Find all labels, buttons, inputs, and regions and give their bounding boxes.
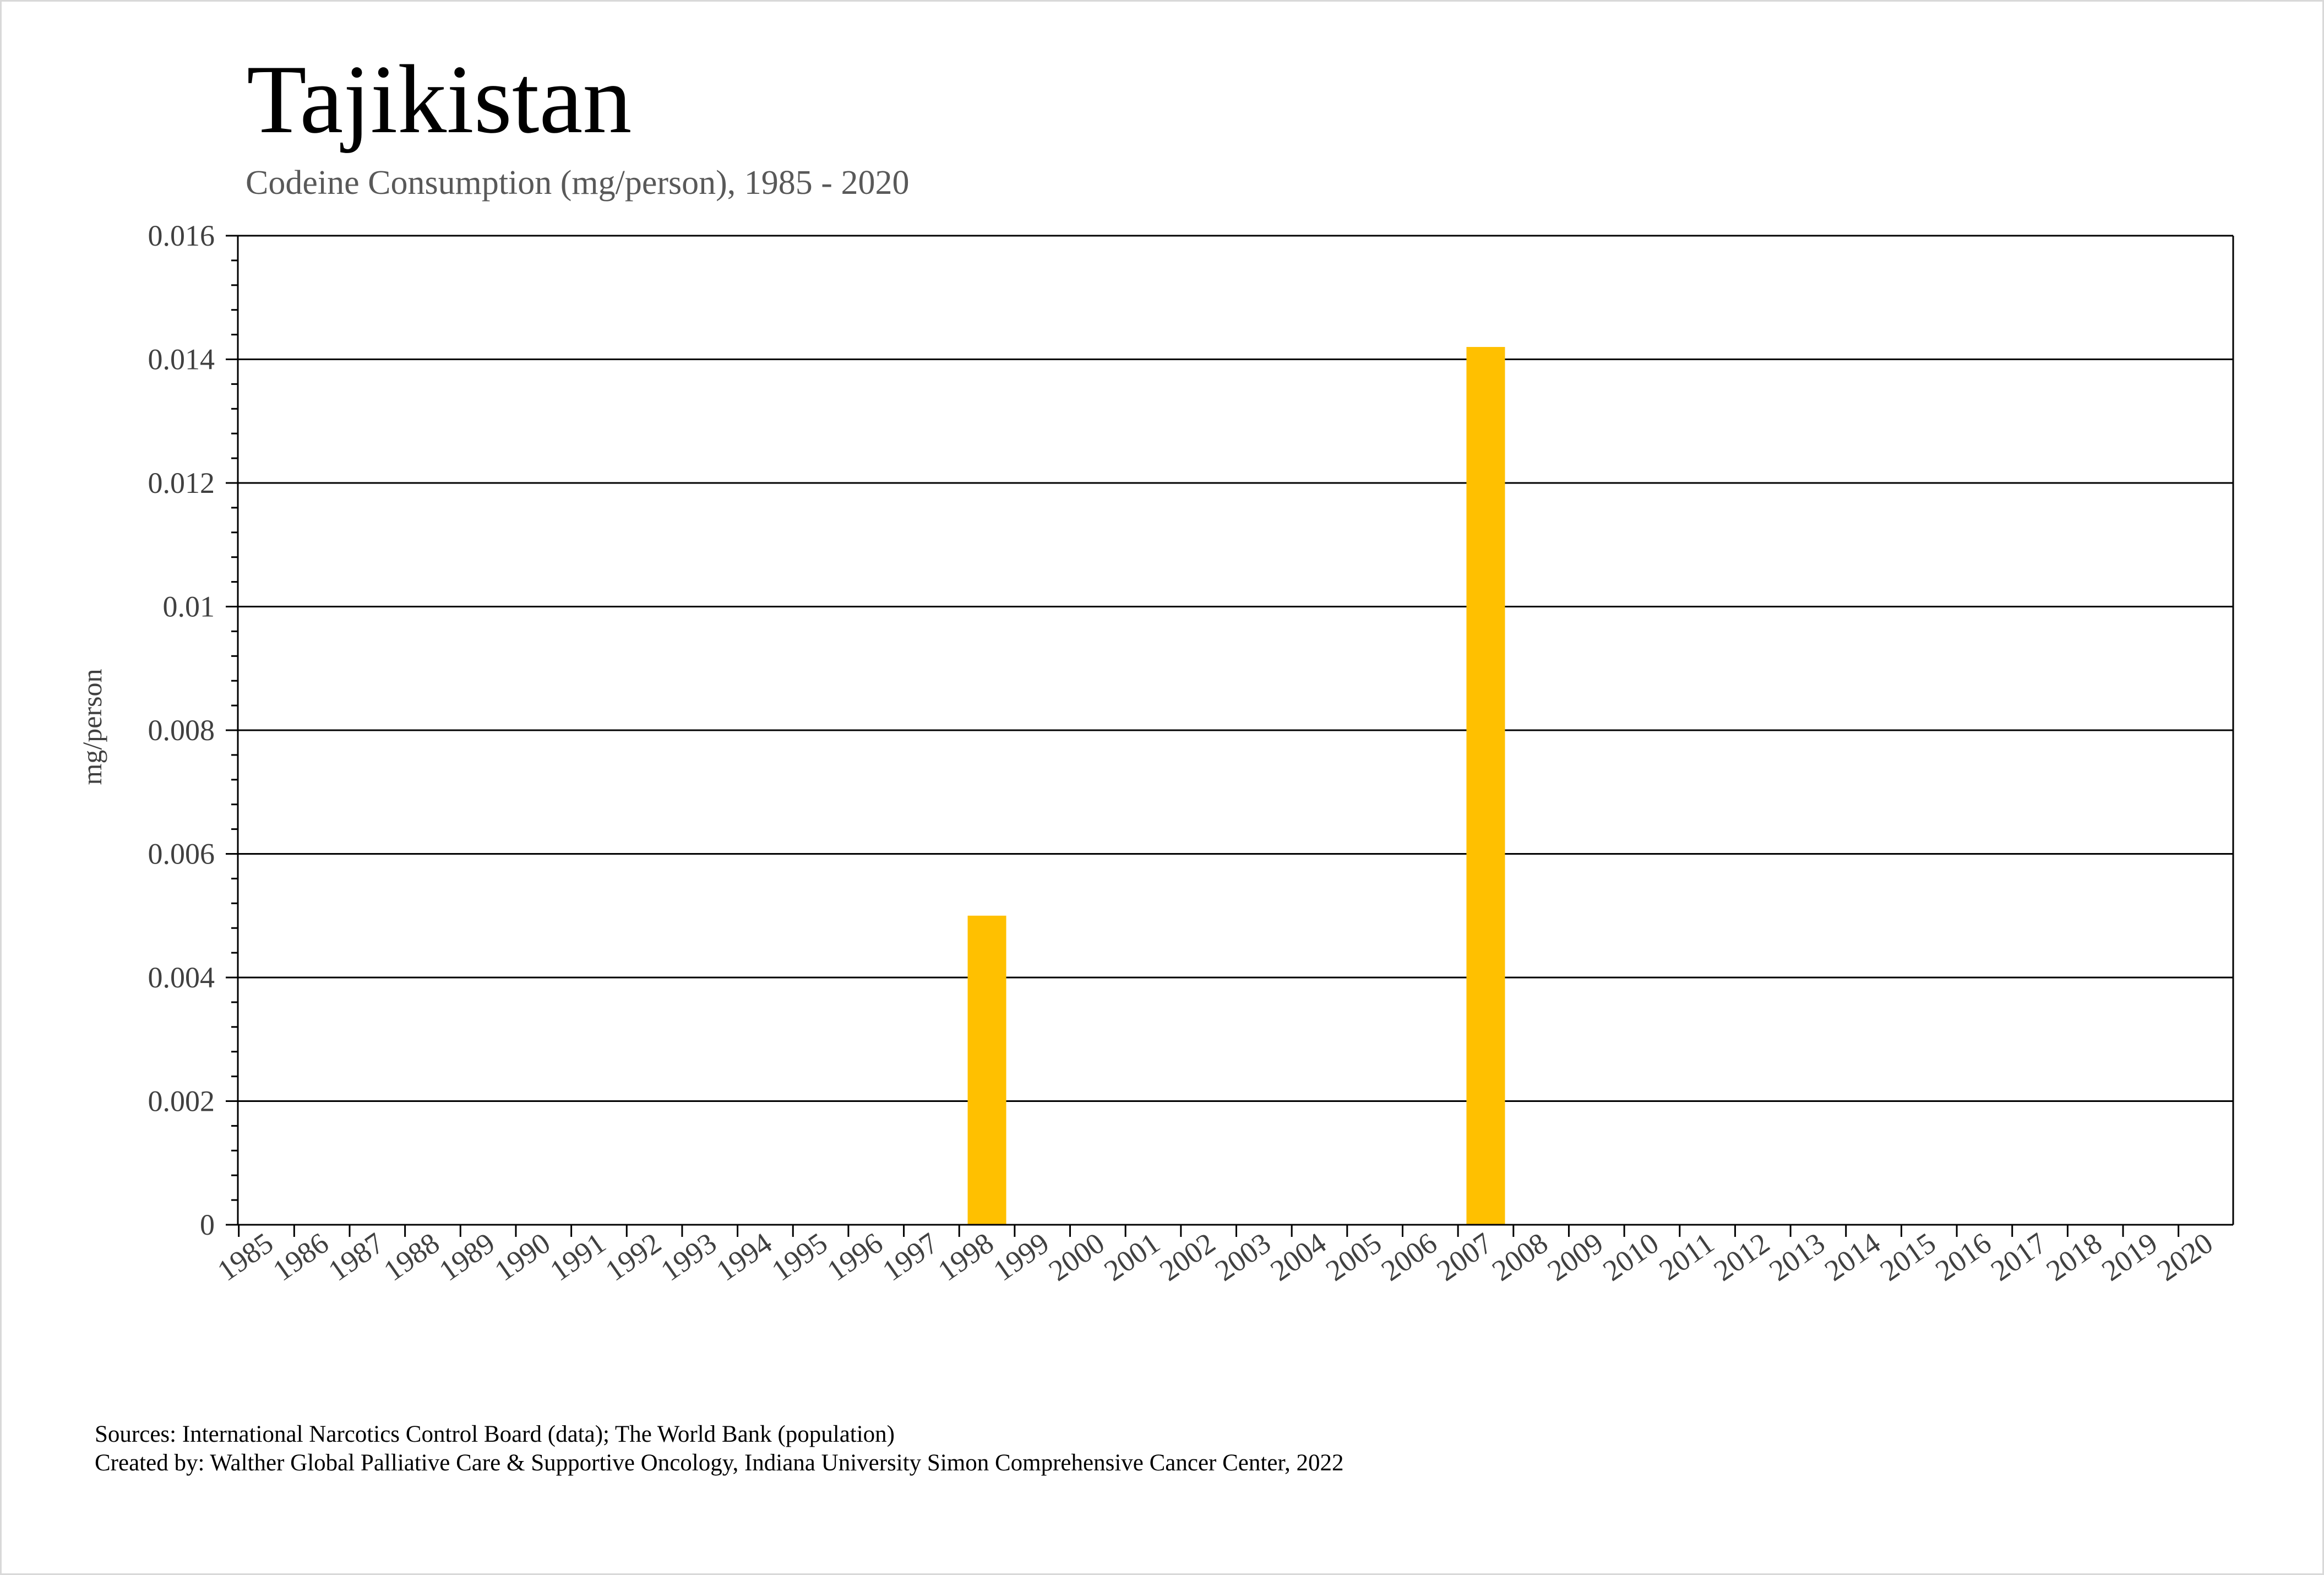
x-tick-label: 2013 [1763,1226,1831,1288]
x-tick-label: 2002 [1153,1226,1221,1288]
x-tick-label: 2003 [1209,1226,1277,1288]
x-tick-label: 2010 [1597,1226,1664,1288]
bar-1998 [967,915,1006,1225]
x-tick-label: 2014 [1819,1226,1886,1288]
x-tick-label: 2011 [1653,1226,1720,1287]
gridlines [238,235,2233,1102]
axes [226,235,2234,1237]
x-tick-label: 2009 [1542,1226,1609,1288]
x-tick-label: 2020 [2151,1226,2219,1288]
x-tick-label: 2019 [2096,1226,2163,1288]
x-tick-label: 2007 [1430,1226,1498,1288]
x-tick-label: 2008 [1486,1226,1554,1288]
bar-2007 [1466,347,1505,1225]
bars [967,347,1505,1225]
x-tick-label: 1990 [488,1226,556,1288]
x-tick-label: 1995 [766,1226,834,1288]
x-tick-labels: 1985198619871988198919901991199219931994… [211,1226,2219,1288]
x-tick-label: 2004 [1264,1226,1332,1288]
x-tick-label: 1988 [378,1226,445,1288]
y-tick-label: 0.006 [148,838,215,871]
x-tick-label: 2001 [1098,1226,1166,1288]
y-tick-label: 0.002 [148,1085,215,1118]
x-tick-label: 1996 [821,1226,889,1288]
x-tick-label: 1998 [932,1226,1000,1288]
x-tick-label: 2017 [1985,1226,2053,1288]
x-tick-label: 2005 [1320,1226,1387,1288]
x-tick-label: 1989 [433,1226,501,1288]
y-tick-label: 0.004 [148,961,215,994]
x-tick-label: 2018 [2040,1226,2108,1288]
y-tick-label: 0 [200,1208,215,1241]
x-tick-label: 1994 [710,1226,778,1288]
chart-subtitle: Codeine Consumption (mg/person), 1985 - … [246,164,909,202]
y-tick-label: 0.01 [163,590,215,623]
y-tick-label: 0.014 [148,343,215,376]
y-tick-label: 0.012 [148,466,215,499]
chart-title: Tajikistan [247,45,632,154]
x-tick-label: 2006 [1375,1226,1443,1288]
x-tick-label: 2012 [1708,1226,1776,1288]
x-tick-label: 1986 [267,1226,335,1288]
x-tick-label: 1999 [987,1226,1055,1288]
x-tick-label: 2000 [1043,1226,1111,1288]
y-tick-label: 0.016 [148,219,215,252]
x-tick-label: 2015 [1874,1226,1942,1288]
x-tick-label: 1987 [322,1226,390,1288]
x-tick-label: 1993 [655,1226,722,1288]
y-tick-labels: 0 0.002 0.004 0.006 0.008 0.01 0.012 0.014 0.016 [148,219,215,1241]
x-tick-label: 1991 [544,1226,612,1288]
x-tick-label: 1992 [600,1226,667,1288]
x-tick-label: 1985 [211,1226,279,1288]
x-tick-label: 2016 [1929,1226,1997,1288]
x-tick-label: 1997 [877,1226,944,1288]
sources-note: Sources: International Narcotics Control… [95,1421,895,1447]
y-tick-label: 0.008 [148,714,215,747]
y-axis-title: mg/person [77,669,107,785]
created-by-note: Created by: Walther Global Palliative Ca… [95,1450,1344,1476]
